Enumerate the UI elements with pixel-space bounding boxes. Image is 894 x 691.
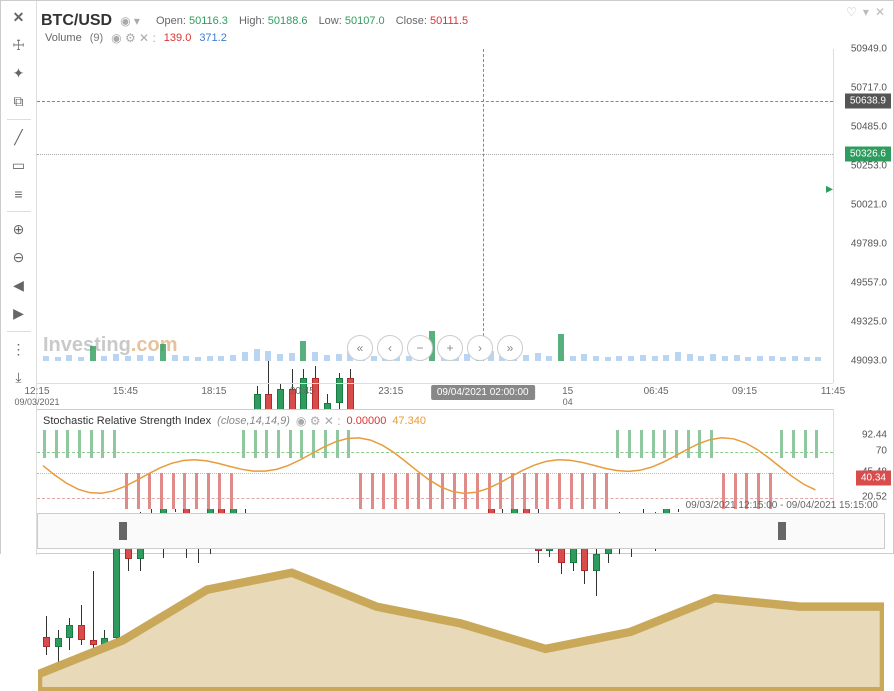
- tool-left-icon[interactable]: ◀: [5, 273, 33, 298]
- chart-controls: ♡ ▾ ✕: [846, 5, 885, 19]
- close-tool-icon[interactable]: ✕: [5, 5, 33, 30]
- price-xaxis[interactable]: 12:1515:4518:1520:4523:151506:4509:1511:…: [37, 383, 833, 405]
- tool-zoomin-icon[interactable]: ⊕: [5, 217, 33, 242]
- range-handle[interactable]: [778, 522, 786, 540]
- tool-zoomout-icon[interactable]: ⊖: [5, 245, 33, 270]
- drop-icon[interactable]: ▾: [863, 5, 869, 19]
- range-slider[interactable]: 09/03/2021 12:15:00 - 09/04/2021 15:15:0…: [37, 513, 885, 549]
- tool-rect-icon[interactable]: ▭: [5, 153, 33, 178]
- range-handle[interactable]: [119, 522, 127, 540]
- drawing-toolbar: ✕ ☩ ✦ ⧉ ╱ ▭ ≡ ⊕ ⊖ ◀ ▶ ⋮ ⤓: [1, 1, 37, 555]
- tool-line-icon[interactable]: ╱: [5, 125, 33, 150]
- visibility-icon[interactable]: ◉ ▾: [120, 14, 140, 28]
- nav-last-icon[interactable]: »: [497, 335, 523, 361]
- tool-spark-icon[interactable]: ✦: [5, 61, 33, 86]
- price-chart-area[interactable]: Investing.com « ‹ − + › » ▸: [37, 49, 833, 383]
- nav-prev-icon[interactable]: ‹: [377, 335, 403, 361]
- nav-buttons: « ‹ − + › »: [347, 335, 523, 361]
- indicator-header: Stochastic Relative Strength Index (clos…: [43, 414, 426, 428]
- tool-settings-icon[interactable]: ⋮: [5, 337, 33, 362]
- indicator-yaxis[interactable]: 92.447045.4820.5240.34: [833, 409, 893, 509]
- price-yaxis[interactable]: 50949.050717.050485.050253.050021.049789…: [833, 49, 893, 383]
- arrow-icon: ▸: [826, 180, 833, 197]
- symbol-name: BTC/USD: [41, 12, 112, 30]
- indicator-panel[interactable]: Stochastic Relative Strength Index (clos…: [37, 409, 833, 509]
- nav-zoomout-icon[interactable]: −: [407, 335, 433, 361]
- nav-zoomin-icon[interactable]: +: [437, 335, 463, 361]
- close-icon[interactable]: ✕: [875, 5, 885, 19]
- fav-icon[interactable]: ♡: [846, 5, 857, 19]
- tool-copy-icon[interactable]: ⧉: [5, 89, 33, 114]
- nav-next-icon[interactable]: ›: [467, 335, 493, 361]
- watermark: Investing.com: [43, 334, 177, 357]
- nav-first-icon[interactable]: «: [347, 335, 373, 361]
- volume-readout: Volume (9) ◉ ⚙ ✕ : 139.0 371.2: [45, 31, 227, 45]
- tool-menu-icon[interactable]: ≡: [5, 181, 33, 206]
- ohlc-readout: Open: 50116.3 High: 50188.6 Low: 50107.0…: [148, 15, 468, 27]
- tool-crosshair-icon[interactable]: ☩: [5, 33, 33, 58]
- tool-right-icon[interactable]: ▶: [5, 301, 33, 326]
- range-label: 09/03/2021 12:15:00 - 09/04/2021 15:15:0…: [686, 500, 878, 511]
